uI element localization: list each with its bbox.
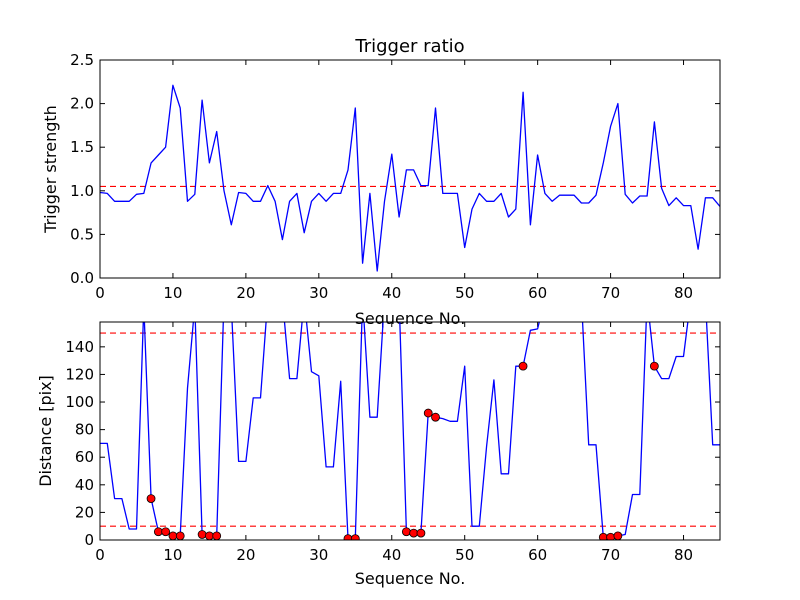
y-tick-label: 1.5 [70,138,94,156]
axis-ticks: 0 10 20 30 40 50 60 70 80 0 20 40 60 80 100 120 140 [65,322,720,564]
x-tick-label: 30 [309,546,328,564]
x-tick-label: 0 [95,546,105,564]
data-point-marker [518,361,528,371]
y-tick-label: 80 [75,421,94,439]
x-tick-label: 20 [236,284,255,302]
axes-frame [99,321,721,541]
x-tick-label: 60 [528,284,547,302]
x-tick-label: 80 [674,546,693,564]
x-tick-label: 50 [455,546,474,564]
x-tick-label: 20 [236,546,255,564]
x-tick-label: 60 [528,546,547,564]
y-tick-label: 120 [65,365,94,383]
y-tick-label: 2.5 [70,51,94,69]
x-tick-label: 30 [309,284,328,302]
data-point-marker [161,527,171,537]
y-tick-label: 140 [65,338,94,356]
data-point-marker [350,534,360,540]
x-tick-label: 70 [601,546,620,564]
axis-ticks: 0 10 20 30 40 50 60 70 80 0.0 0.5 1.0 1.5 2.0 2.5 [70,51,720,302]
y-tick-label: 20 [75,503,94,521]
x-tick-label: 70 [601,284,620,302]
data-point-marker [212,531,222,540]
x-tick-label: 50 [455,284,474,302]
data-point-marker [423,408,433,418]
y-tick-label: 0.5 [70,225,94,243]
x-tick-label: 10 [163,546,182,564]
data-point-marker [175,531,185,540]
distance-panel: Sequence No. Distance [pix] 0 10 20 30 40 50 6… [36,321,721,588]
y-tick-label: 1.0 [70,182,94,200]
trigger-ratio-panel: Trigger ratio Sequence No. Trigger stren… [41,36,721,328]
x-tick-label: 40 [382,546,401,564]
data-point-marker [409,528,419,538]
y-tick-label: 2.0 [70,95,94,113]
y-tick-label: 40 [75,476,94,494]
data-point-marker [649,361,659,371]
data-point-marker [431,412,440,422]
data-point-marker [401,527,411,537]
plot-area [100,322,720,540]
x-tick-label: 10 [163,284,182,302]
x-axis-label: Sequence No. [355,569,466,588]
y-tick-label: 0.0 [70,269,94,287]
axes-frame [99,59,721,279]
plot-area [100,84,720,272]
x-tick-label: 80 [674,284,693,302]
chart-title: Trigger ratio [354,36,464,57]
data-point-marker [153,527,163,537]
x-axis-label: Sequence No. [355,309,466,328]
series-line [100,84,720,272]
y-axis-label: Distance [pix] [36,375,55,487]
y-tick-label: 0 [84,531,94,549]
data-point-marker [416,528,426,538]
data-point-marker [197,530,207,539]
y-tick-label: 60 [75,448,94,466]
data-point-marker [205,531,214,540]
data-point-marker [168,531,178,540]
data-point-marker [613,531,623,540]
y-tick-label: 100 [65,393,94,411]
y-axis-label: Trigger strength [41,105,60,234]
data-point-marker [146,494,156,504]
x-tick-label: 40 [382,284,401,302]
x-tick-label: 0 [95,284,105,302]
